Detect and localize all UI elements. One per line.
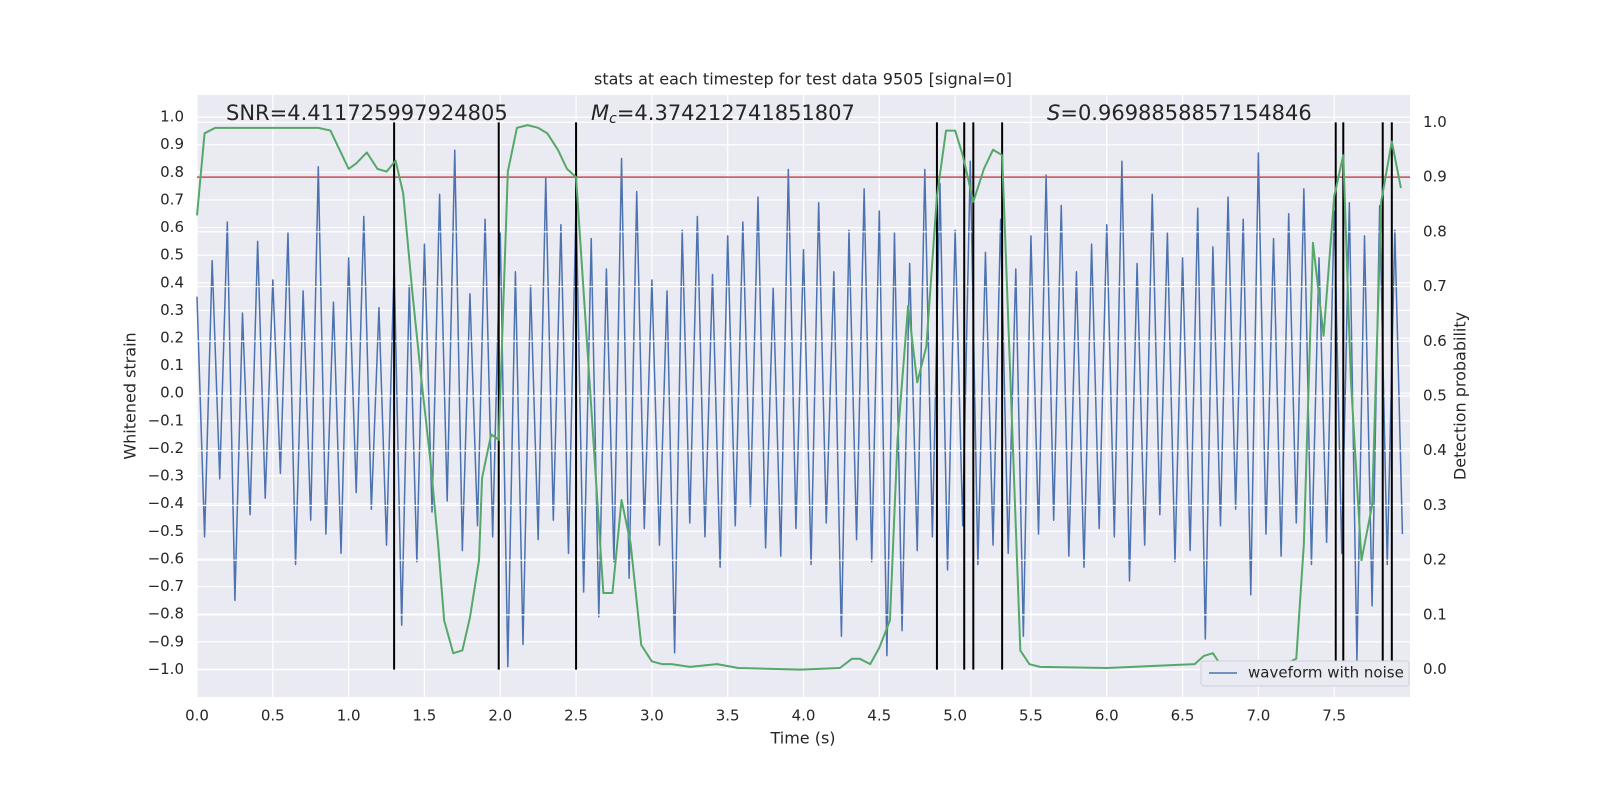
- series-line: [196, 149, 1404, 668]
- y-tick-label: 0.7: [160, 190, 184, 208]
- x-tick-label: 3.0: [640, 707, 664, 725]
- y-tick-label: 0.8: [160, 163, 184, 181]
- y-tick-label: −0.7: [148, 577, 184, 595]
- series-line: [196, 124, 1402, 671]
- x-tick-label: 6.5: [1171, 707, 1195, 725]
- annotation-subscript: c: [609, 111, 617, 127]
- y-tick-label: −0.9: [148, 632, 184, 650]
- x-tick-label: 5.5: [1019, 707, 1043, 725]
- x-tick-label: 2.0: [488, 707, 512, 725]
- chart-title: stats at each timestep for test data 950…: [594, 70, 1012, 89]
- y-tick-label: −0.3: [148, 467, 184, 485]
- y2-tick-label: 0.6: [1423, 332, 1447, 350]
- y-tick-label: −0.8: [148, 605, 184, 623]
- y2-tick-label: 0.1: [1423, 605, 1447, 623]
- y-tick-label: 0.6: [160, 218, 184, 236]
- annotation-value: =4.374212741851807: [617, 101, 855, 125]
- annotation: Mc=4.374212741851807: [591, 101, 855, 127]
- y2-tick-label: 0.4: [1423, 441, 1447, 459]
- y2-tick-label: 0.3: [1423, 496, 1447, 514]
- x-tick-label: 0.0: [185, 707, 209, 725]
- annotation: S=0.9698858857154846: [1047, 101, 1312, 125]
- labels: 0.0 0.5 1.0 1.5 2.0 2.5 3.0 3.5 4.0 4.5 5.0 5.5 6.0 6…: [148, 108, 1447, 725]
- legend: waveform with noise: [1200, 660, 1410, 687]
- x-tick-label: 7.5: [1322, 707, 1346, 725]
- y2-tick-label: 0.5: [1423, 387, 1447, 405]
- y2-tick-label: 0.9: [1423, 168, 1447, 186]
- y-tick-label: −0.5: [148, 522, 184, 540]
- y-tick-label: 0.4: [160, 273, 184, 291]
- y-tick-label: 0.9: [160, 135, 184, 153]
- series-layer: [196, 149, 1404, 668]
- x-tick-label: 1.0: [337, 707, 361, 725]
- y2-axis-label: Detection probability: [1451, 312, 1470, 480]
- x-tick-label: 4.0: [792, 707, 816, 725]
- annotation-symbol: S: [1047, 101, 1060, 125]
- x-tick-label: 3.5: [716, 707, 740, 725]
- annotation: SNR=4.411725997924805: [226, 101, 508, 125]
- x-tick-label: 4.5: [867, 707, 891, 725]
- x-tick-label: 0.5: [261, 707, 285, 725]
- legend-label: waveform with noise: [1248, 664, 1404, 682]
- y-tick-label: 0.0: [160, 384, 184, 402]
- y2-tick-label: 1.0: [1423, 113, 1447, 131]
- x-tick-label: 6.0: [1095, 707, 1119, 725]
- annotation-symbol: M: [591, 101, 609, 125]
- y2-tick-label: 0.8: [1423, 222, 1447, 240]
- y-tick-label: −0.4: [148, 494, 184, 512]
- y2-tick-label: 0.0: [1423, 660, 1447, 678]
- y-tick-label: −0.2: [148, 439, 184, 457]
- y-axis-label: Whitened strain: [121, 332, 140, 459]
- x-tick-label: 2.5: [564, 707, 588, 725]
- legend-box: [1200, 660, 1410, 687]
- y-tick-label: 0.2: [160, 329, 184, 347]
- annotation-value: =0.9698858857154846: [1060, 101, 1311, 125]
- y-tick-label: 0.1: [160, 356, 184, 374]
- y-tick-label: −1.0: [148, 660, 184, 678]
- y-tick-label: −0.6: [148, 549, 184, 567]
- x-tick-label: 7.0: [1246, 707, 1270, 725]
- y2-tick-label: 0.7: [1423, 277, 1447, 295]
- x-tick-label: 1.5: [413, 707, 437, 725]
- x-axis-label: Time (s): [769, 729, 835, 748]
- y-tick-label: 1.0: [160, 108, 184, 126]
- y-tick-label: −0.1: [148, 411, 184, 429]
- y2-tick-label: 0.2: [1423, 551, 1447, 569]
- x-tick-label: 5.0: [943, 707, 967, 725]
- y-tick-label: 0.5: [160, 246, 184, 264]
- y-tick-label: 0.3: [160, 301, 184, 319]
- overlay-layer: [196, 122, 1410, 671]
